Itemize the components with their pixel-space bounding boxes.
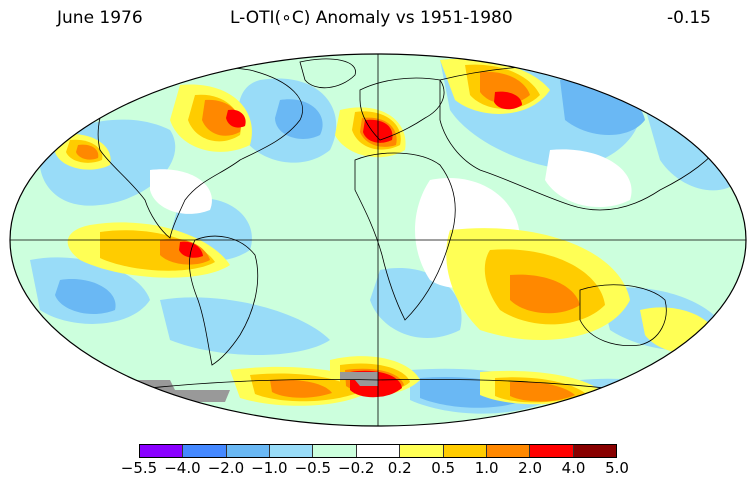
colorbar-tick-label: 2.0 [518,459,543,477]
colorbar-segment [140,445,184,457]
globe-outline [9,53,747,427]
europe-outline [359,77,445,141]
colorbar-tick-label: −5.5 [120,459,158,477]
map-title: L-OTI(∘C) Anomaly vs 1951-1980 [230,8,513,28]
extreme-cold-region [640,394,745,424]
hot-region [510,274,580,314]
colorbar-tick-label: −1.0 [251,459,288,477]
neutral-region [150,169,212,214]
colorbar [139,444,617,458]
colorbar-tick-label: 4.0 [561,459,586,477]
colorbar-tick-label: −2.0 [207,459,245,477]
south-america-outline [189,235,259,366]
colorbar-tick-label: 1.0 [474,459,499,477]
cold-region [55,279,116,315]
colorbar-tick-label: 5.0 [605,459,629,477]
colorbar-tick-labels: −5.5 −4.0 −2.0 −1.0 −0.5 −0.2 0.2 0.5 1.0 2.0 4.0 5… [118,459,638,479]
hot-region [202,99,241,136]
colorbar-segment [573,445,616,457]
global-mean-anomaly: -0.15 [667,8,711,28]
extreme-cold-region [85,389,165,421]
colorbar-segment [486,445,531,457]
colorbar-segment [226,445,271,457]
colorbar-tick-label: −0.5 [294,459,332,477]
missing-data-region [340,372,378,386]
hot-region [510,381,575,402]
hot-region [270,379,332,398]
cold-region [610,388,720,417]
colorbar-segment [356,445,401,457]
very-hot-region [226,109,246,128]
colorbar-segment [313,445,357,457]
colorbar-tick-label: 0.2 [387,459,412,477]
colorbar-segment [270,445,314,457]
colorbar-segment [530,445,574,457]
cool-region [370,268,462,339]
africa-outline [354,152,456,321]
hot-region [480,71,530,104]
colorbar-segment [183,445,227,457]
neutral-region [545,149,632,208]
north-america-outline [97,66,303,239]
cold-region [275,99,323,139]
colorbar-tick-label: −4.0 [164,459,201,477]
greenland-outline [299,58,356,89]
cold-region [560,79,645,135]
anomaly-field [10,54,746,426]
colorbar-segment [400,445,444,457]
hot-region [76,144,99,160]
colorbar-tick-label: −0.2 [338,459,375,477]
colorbar-segment [443,445,487,457]
colorbar-tick-label: 0.5 [431,459,456,477]
australia-outline [579,284,667,346]
very-hot-region [494,91,522,110]
map-date: June 1976 [57,8,143,28]
cool-region [580,378,740,424]
